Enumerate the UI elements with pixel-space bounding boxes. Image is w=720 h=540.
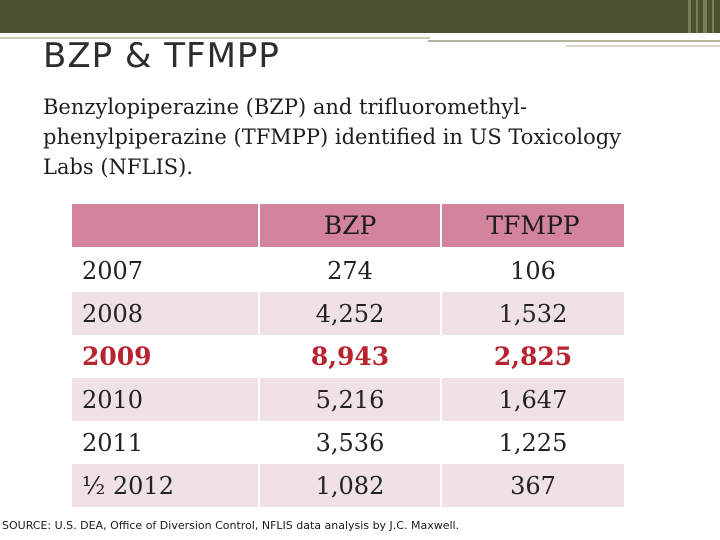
header-bzp-cell: BZP — [260, 204, 440, 247]
tfmpp-cell: 1,225 — [498, 428, 568, 457]
table-row: 2008 4,252 1,532 — [72, 292, 624, 335]
tfmpp-cell: 367 — [442, 464, 624, 507]
year-cell: ½ 2012 — [72, 464, 258, 507]
slide-title: BZP & TFMPP — [43, 36, 280, 76]
bar-stripe — [696, 0, 698, 33]
header-tfmpp-cell: TFMPP — [442, 204, 624, 247]
tfmpp-cell: 1,532 — [442, 292, 624, 335]
year-cell: 2010 — [72, 378, 258, 421]
title-rule — [566, 45, 720, 47]
bzp-cell: 4,252 — [260, 292, 440, 335]
year-cell: 2008 — [72, 292, 258, 335]
year-cell: 2007 — [82, 256, 144, 285]
source-note: SOURCE: U.S. DEA, Office of Diversion Co… — [2, 519, 460, 532]
data-table: BZP TFMPP 2007 274 106 2008 4,252 1,532 … — [72, 204, 624, 507]
year-cell: 2009 — [82, 342, 152, 371]
bar-stripe — [688, 0, 691, 33]
bzp-cell: 274 — [327, 256, 373, 285]
tfmpp-cell: 106 — [510, 256, 556, 285]
bar-stripe — [712, 0, 714, 33]
table-row: ½ 2012 1,082 367 — [72, 464, 624, 507]
bar-stripe — [703, 0, 707, 33]
bzp-cell: 8,943 — [310, 342, 390, 371]
bzp-cell: 3,536 — [315, 428, 385, 457]
table-row-highlighted: 2009 8,943 2,825 — [72, 335, 624, 378]
year-cell: 2011 — [82, 428, 144, 457]
table-header-row: BZP TFMPP — [72, 204, 624, 247]
title-rule — [0, 37, 430, 39]
table-row: 2011 3,536 1,225 — [72, 421, 624, 464]
title-rule — [428, 40, 720, 42]
header-year-cell — [72, 204, 258, 247]
tfmpp-cell: 1,647 — [442, 378, 624, 421]
tfmpp-cell: 2,825 — [493, 342, 573, 371]
bzp-cell: 1,082 — [260, 464, 440, 507]
bzp-cell: 5,216 — [260, 378, 440, 421]
top-decorative-bar — [0, 0, 720, 33]
table-row: 2007 274 106 — [72, 249, 624, 292]
table-row: 2010 5,216 1,647 — [72, 378, 624, 421]
slide-description: Benzylopiperazine (BZP) and trifluoromet… — [43, 95, 622, 179]
